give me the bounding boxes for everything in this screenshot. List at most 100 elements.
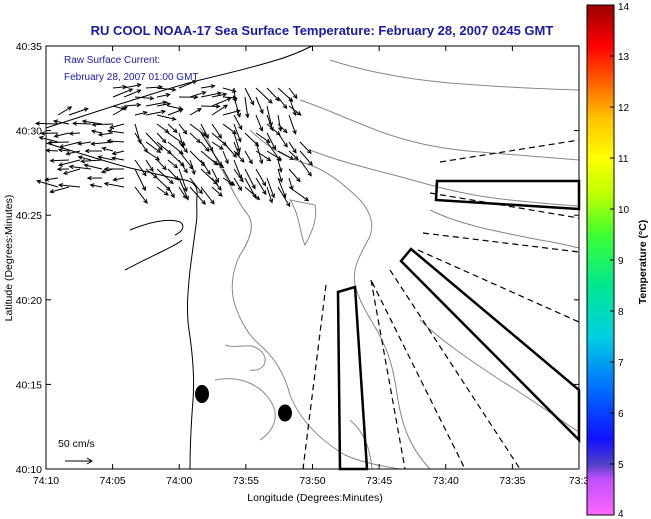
x-tick-label: 73:35 [499, 475, 525, 487]
y-axis-label: Latitude (Degrees:Minutes) [3, 195, 15, 322]
current-vector [200, 91, 223, 98]
track-line [371, 281, 466, 470]
current-vector [244, 96, 250, 119]
x-tick-label: 73:3 [569, 475, 590, 487]
current-vector [111, 156, 125, 161]
current-vector [68, 131, 81, 136]
current-vector [200, 159, 211, 176]
current-vector [134, 168, 146, 192]
current-vector [62, 168, 81, 175]
current-vector [189, 186, 206, 205]
map-area: 50 cm/s Raw Surface Current: February 28… [35, 45, 581, 471]
current-vector [255, 114, 264, 132]
colorbar-tick-label: 10 [618, 205, 630, 216]
y-tick-label: 40:10 [16, 464, 42, 476]
current-vector [112, 84, 128, 90]
current-vector [244, 150, 253, 165]
current-vector [109, 123, 125, 130]
current-vector [266, 150, 283, 161]
current-vector [112, 106, 128, 116]
colorbar-tick-label: 8 [618, 307, 624, 318]
current-vector [123, 89, 142, 98]
current-vector [83, 163, 103, 170]
current-vector [145, 159, 154, 172]
current-vector [178, 186, 187, 200]
colorbar-tick-label: 5 [618, 460, 624, 471]
current-scale: 50 cm/s [58, 438, 95, 465]
x-tick-label: 73:55 [233, 475, 259, 487]
current-vector [211, 168, 220, 183]
current-vector [167, 159, 179, 169]
current-vector [277, 114, 283, 132]
current-annotation: Raw Surface Current: February 28, 2007 0… [64, 55, 199, 83]
track-line [439, 139, 580, 163]
current-vector [244, 87, 255, 106]
current-vector [288, 150, 299, 161]
current-vector [200, 123, 209, 139]
current-vector [36, 179, 59, 188]
current-vector [233, 141, 240, 157]
current-vector [211, 141, 224, 150]
y-tick-label: 40:30 [16, 126, 42, 138]
colorbar-tick-label: 9 [618, 256, 624, 267]
contour-patch-2 [214, 378, 276, 441]
coastline-shrewsbury [129, 219, 184, 236]
current-vector [167, 168, 180, 181]
current-vector [107, 129, 125, 134]
y-tick-label: 40:35 [16, 41, 42, 53]
current-vector [156, 102, 172, 107]
station-marker [195, 385, 209, 403]
track-line [370, 279, 406, 470]
current-vector [123, 83, 142, 89]
current-vector [103, 181, 125, 188]
contour-patch-1 [288, 199, 317, 247]
x-tick-label: 74:05 [99, 475, 125, 487]
current-vector [47, 140, 70, 145]
contour-north [329, 59, 580, 91]
current-vector [52, 119, 70, 125]
current-vector [277, 168, 283, 183]
y-axis-ticks: 40:35 40:30 40:25 40:20 40:15 40:10 [16, 41, 579, 476]
y-tick-label: 40:15 [16, 379, 42, 391]
contour-mid [429, 209, 580, 249]
contour-shelf-inner [199, 127, 401, 470]
current-vector [211, 123, 222, 139]
current-vector [145, 132, 163, 151]
current-vector [111, 150, 125, 156]
colorbar-ticks: 14 13 12 11 10 9 8 7 6 5 4 [610, 2, 630, 519]
current-vector [178, 159, 188, 174]
colorbar-tick-label: 11 [618, 154, 629, 165]
current-vector [134, 96, 155, 101]
current-vector [156, 92, 171, 98]
current-vector [167, 186, 175, 199]
current-vector [233, 168, 244, 183]
colorbar-tick-label: 12 [618, 103, 630, 114]
current-vector [167, 123, 178, 134]
current-vector [145, 168, 158, 179]
current-vector [57, 183, 81, 188]
current-vector [178, 123, 188, 135]
current-vector [211, 186, 223, 197]
current-vector [68, 107, 89, 116]
annotation-line-2: February 28, 2007 01:00 GMT [64, 72, 199, 83]
x-tick-label: 73:40 [433, 475, 459, 487]
current-vector [211, 92, 228, 98]
current-vector [56, 166, 70, 172]
contour-shelf-mid [249, 129, 431, 470]
scale-arrowhead [86, 457, 93, 465]
current-vector [134, 159, 147, 177]
current-vector-field [35, 80, 313, 208]
current-vector [38, 135, 59, 143]
station-marker [278, 404, 292, 422]
current-vector [255, 168, 267, 187]
current-vector [145, 109, 167, 116]
colorbar-tick-label: 14 [618, 2, 630, 13]
current-vector [233, 150, 245, 163]
current-vector [145, 141, 162, 154]
colorbar-tick-label: 13 [618, 52, 630, 63]
x-tick-label: 74:00 [166, 475, 192, 487]
current-vector [211, 177, 222, 191]
current-vector [156, 132, 167, 144]
x-tick-label: 73:45 [366, 475, 392, 487]
